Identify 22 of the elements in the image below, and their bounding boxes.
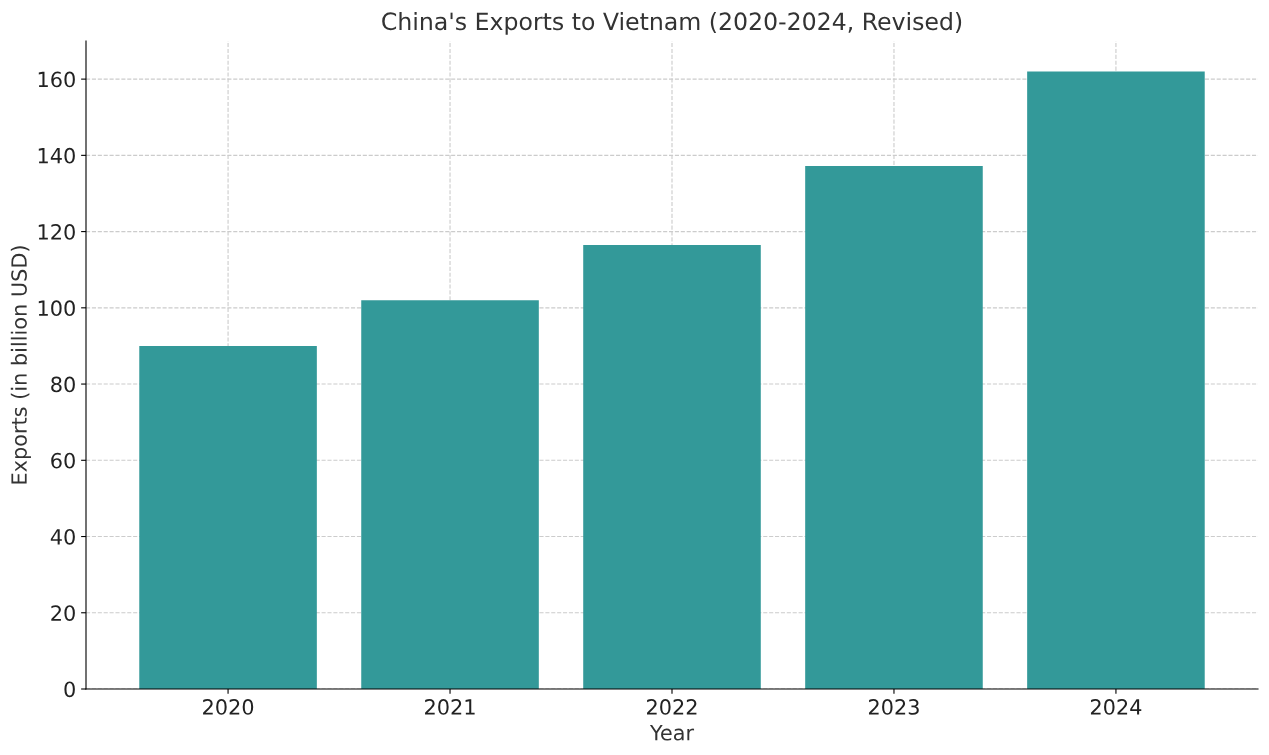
bar bbox=[583, 244, 761, 689]
chart-title: China's Exports to Vietnam (2020-2024, Revised) bbox=[382, 11, 962, 35]
x-tick-label: 2023 bbox=[868, 699, 919, 715]
x-axis-title: Year bbox=[649, 725, 695, 741]
x-tick-label: 2022 bbox=[647, 699, 697, 715]
bar bbox=[805, 166, 983, 689]
y-tick-label: 40 bbox=[50, 528, 75, 545]
y-tick-label: 20 bbox=[51, 605, 75, 621]
bar bbox=[361, 300, 539, 689]
x-tick-label: 2021 bbox=[425, 699, 475, 715]
bar bbox=[139, 345, 317, 689]
x-tick-label: 2024 bbox=[1090, 699, 1142, 715]
y-tick-label: 0 bbox=[64, 681, 75, 698]
y-tick-label: 100 bbox=[38, 300, 75, 317]
y-tick-label: 140 bbox=[38, 147, 75, 164]
y-tick-label: 120 bbox=[38, 224, 75, 240]
y-axis-title: Exports (in billion USD) bbox=[10, 246, 31, 484]
x-tick-label: 2020 bbox=[203, 699, 254, 715]
y-tick-label: 80 bbox=[51, 376, 75, 393]
bar bbox=[1027, 71, 1205, 689]
y-tick-label: 160 bbox=[38, 71, 75, 88]
y-tick-label: 60 bbox=[51, 452, 75, 469]
